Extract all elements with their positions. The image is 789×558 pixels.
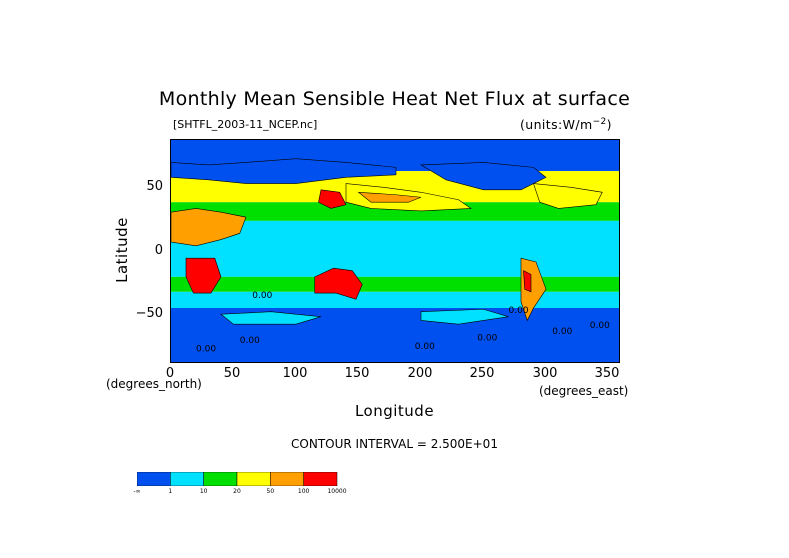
heatmap-band [171, 220, 619, 277]
heatmap-field: 0.00 0.00 0.00 0.00 0.00 0.00 0.00 0.00 [171, 140, 619, 362]
heatmap-region [314, 267, 363, 300]
x-units-left: (degrees_north) [106, 377, 202, 391]
heatmap-band [171, 276, 619, 292]
y-tick-label: 0 [154, 243, 163, 258]
heatmap-band [171, 202, 619, 221]
heatmap-region [220, 311, 322, 325]
heatmap-region [533, 183, 603, 209]
colorbar-swatch [136, 471, 171, 487]
heatmap-band [171, 291, 619, 308]
x-axis-label: Longitude [354, 402, 435, 420]
y-axis-label: Latitude [113, 217, 131, 283]
colorbar-tick-label: 50 [266, 488, 275, 495]
heatmap-region [523, 270, 532, 293]
x-tick-label: 100 [282, 366, 308, 381]
colorbar-swatches [136, 471, 338, 487]
heatmap-region [357, 191, 422, 203]
x-tick-label: 50 [223, 366, 241, 381]
plot-area: 0.00 0.00 0.00 0.00 0.00 0.00 0.00 0.00 [170, 139, 620, 363]
heatmap-region [318, 189, 347, 209]
colorbar-tick-label: 20 [233, 488, 241, 495]
chart-title: Monthly Mean Sensible Heat Net Flux at s… [158, 88, 631, 110]
colorbar-tick-label: 1 [168, 488, 173, 495]
contour-label: 0.00 [552, 327, 572, 337]
chart-subtitle-file: [SHTFL_2003-11_NCEP.nc] [173, 118, 318, 131]
x-tick-label: 0 [165, 366, 175, 381]
colorbar: -∞ 1 10 20 50 100 10000 [133, 471, 347, 495]
contour-label: 0.00 [415, 342, 435, 352]
contour-label: 0.00 [477, 333, 497, 343]
contour-label: 0.00 [590, 321, 610, 331]
contour-label: 0.00 [509, 306, 529, 316]
colorbar-swatch [170, 471, 204, 487]
heatmap-region [185, 257, 222, 294]
contour-label: 0.00 [240, 336, 260, 346]
colorbar-swatch [270, 471, 304, 487]
heatmap-region [171, 158, 397, 184]
x-tick-label: 350 [594, 366, 620, 381]
colorbar-tick-label: 10 [199, 488, 208, 495]
heatmap-region [171, 208, 247, 247]
colorbar-swatch [236, 471, 271, 487]
colorbar-swatch [303, 471, 338, 487]
contour-label: 0.00 [196, 345, 216, 355]
colorbar-tick-label: 100 [297, 488, 310, 495]
x-tick-label: 300 [532, 366, 558, 381]
heatmap-region [420, 308, 509, 325]
colorbar-swatch [203, 471, 238, 487]
colorbar-tick-label: -∞ [133, 488, 141, 495]
x-tick-label: 200 [407, 366, 433, 381]
contour-label: 0.00 [252, 291, 272, 301]
contour-interval: CONTOUR INTERVAL = 2.500E+01 [291, 437, 498, 451]
colorbar-tick-label: 10000 [327, 488, 347, 495]
chart-subtitle-units: (units:W/m−2) [520, 117, 612, 133]
x-tick-label: 150 [344, 366, 370, 381]
x-units-right: (degrees_east) [539, 384, 629, 398]
y-tick-label: 50 [146, 179, 163, 194]
heatmap-region [419, 162, 547, 191]
y-tick-label: −50 [135, 306, 163, 321]
x-tick-label: 250 [469, 366, 495, 381]
